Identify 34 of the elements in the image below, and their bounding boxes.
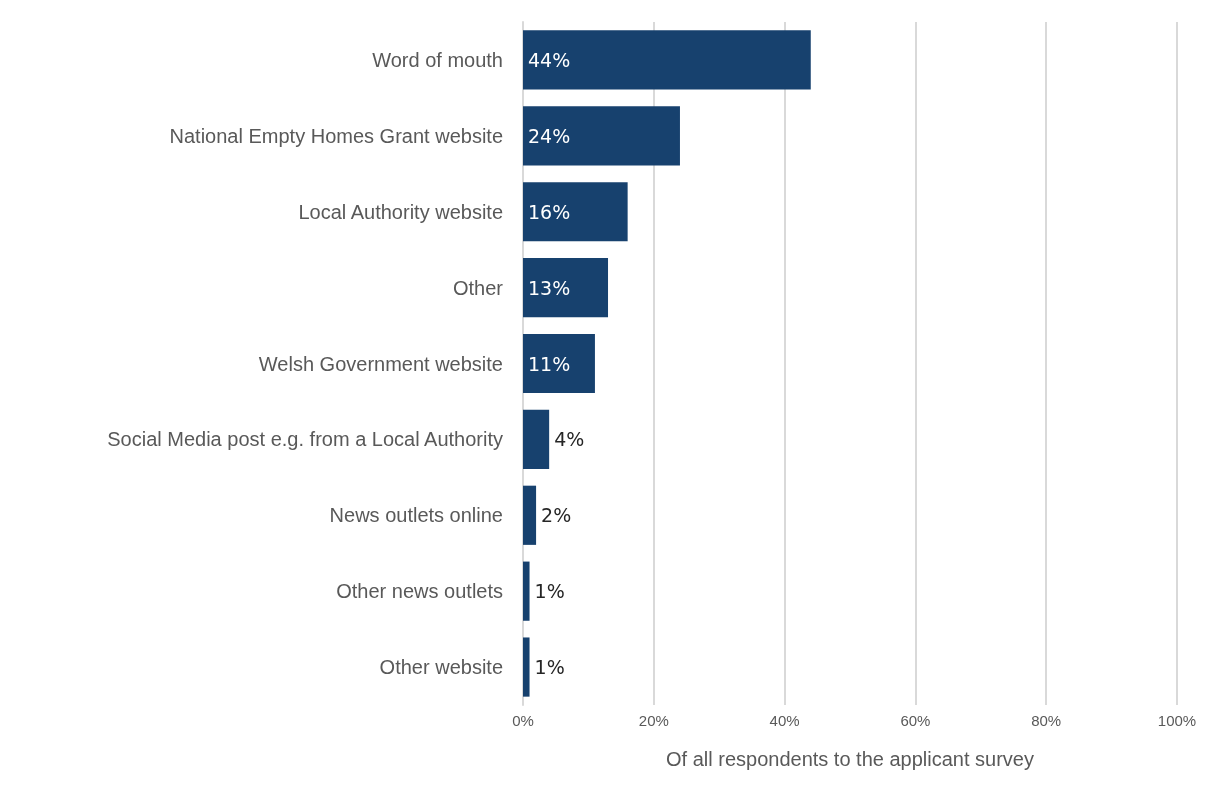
y-tick-label: Other news outlets — [336, 580, 503, 603]
x-tick-label: 40% — [769, 712, 800, 729]
bar — [523, 409, 550, 469]
y-tick-label: Word of mouth — [372, 48, 503, 71]
data-label: 1% — [534, 656, 565, 679]
data-label: 2% — [541, 504, 572, 527]
bar — [523, 258, 609, 318]
y-tick-label: Other — [452, 276, 504, 299]
data-label: 11% — [528, 352, 571, 375]
y-tick-label: Social Media post e.g. from a Local Authority — [107, 428, 503, 451]
y-tick-label: News outlets online — [329, 504, 503, 527]
bar — [523, 333, 595, 394]
x-tick-label: 20% — [638, 712, 669, 729]
bar — [523, 106, 680, 166]
bar — [523, 182, 628, 242]
data-label: 4% — [554, 428, 585, 451]
x-tick-label: 0% — [512, 712, 534, 729]
data-label: 44% — [528, 48, 571, 71]
y-tick-label: Welsh Government website — [258, 352, 503, 375]
bar — [523, 485, 537, 545]
x-tick-label: 60% — [900, 712, 931, 729]
x-tick-label: 100% — [1157, 712, 1197, 729]
bar — [523, 561, 530, 621]
data-label: 24% — [528, 124, 571, 147]
y-tick-label: National Empty Homes Grant website — [169, 124, 503, 147]
y-tick-label: Other website — [379, 656, 503, 679]
data-label: 13% — [528, 276, 571, 299]
x-tick-label: 80% — [1031, 712, 1062, 729]
data-label: 16% — [528, 200, 571, 223]
data-label: 1% — [534, 580, 565, 603]
bar — [523, 637, 530, 697]
y-tick-label: Local Authority website — [298, 200, 503, 223]
x-axis-title: Of all respondents to the applicant survey — [666, 748, 1034, 770]
bar — [523, 30, 811, 90]
